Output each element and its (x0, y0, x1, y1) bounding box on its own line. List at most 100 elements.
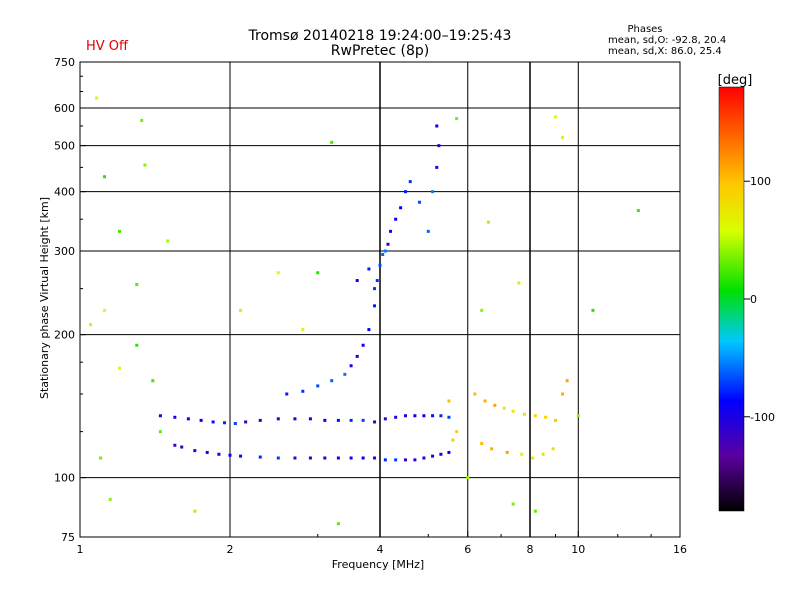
data-point (447, 415, 451, 419)
data-point (349, 418, 353, 422)
data-point (228, 453, 232, 457)
data-point (553, 115, 557, 119)
data-point (285, 392, 289, 396)
data-point (378, 263, 382, 267)
y-tick-label: 600 (54, 102, 75, 115)
data-point (486, 220, 490, 224)
data-point (399, 206, 403, 210)
data-point (166, 239, 170, 243)
data-point (355, 354, 359, 358)
data-point (373, 420, 377, 424)
data-point (431, 190, 435, 194)
data-point (439, 452, 443, 456)
data-point (293, 417, 297, 421)
data-point (323, 418, 327, 422)
data-point (336, 418, 340, 422)
x-tick-label: 8 (527, 543, 534, 556)
x-tick-label: 6 (464, 543, 471, 556)
data-point (591, 308, 595, 312)
data-point (323, 456, 327, 460)
data-point (89, 323, 93, 327)
y-tick-label: 200 (54, 329, 75, 342)
x-tick-label: 16 (673, 543, 687, 556)
data-point (437, 144, 441, 148)
data-point (349, 364, 353, 368)
x-tick-label: 4 (377, 543, 384, 556)
data-point (561, 136, 565, 140)
grid-lines (80, 62, 680, 537)
chart-subtitle: RwPretec (8p) (331, 43, 429, 59)
data-point (451, 438, 455, 442)
data-point (117, 366, 121, 370)
data-point (336, 456, 340, 460)
data-point (565, 379, 569, 383)
data-point (483, 399, 487, 403)
data-point (505, 450, 509, 454)
data-point (473, 392, 477, 396)
data-point (531, 456, 535, 460)
data-point (140, 118, 144, 122)
data-point (135, 343, 139, 347)
data-point (258, 418, 262, 422)
data-point (143, 163, 147, 167)
data-point (480, 308, 484, 312)
data-point (199, 418, 203, 422)
y-tick-label: 100 (54, 472, 75, 485)
data-point (383, 458, 387, 462)
data-point (381, 252, 385, 256)
data-point (439, 414, 443, 418)
y-tick-label: 400 (54, 186, 75, 199)
data-point (551, 447, 555, 451)
data-point (330, 379, 334, 383)
data-point (553, 418, 557, 422)
x-tick-label: 10 (571, 543, 585, 556)
data-point (316, 384, 320, 388)
data-point (493, 403, 497, 407)
stats-title: Phases (627, 24, 662, 35)
data-point (103, 175, 107, 179)
data-point (349, 456, 353, 460)
data-point (186, 417, 190, 421)
data-point (301, 389, 305, 393)
data-point (108, 497, 112, 501)
data-point (431, 414, 435, 418)
data-point (389, 229, 393, 233)
y-tick-label: 750 (54, 56, 75, 69)
data-point (520, 452, 524, 456)
colorbar-tick-label: 100 (750, 175, 771, 188)
data-point (373, 287, 377, 291)
chart-title: Tromsø 20140218 19:24:00–19:25:43 (248, 28, 512, 44)
data-point (426, 229, 430, 233)
data-point (541, 452, 545, 456)
y-axis-label: Stationary phase Virtual Height [km] (38, 197, 51, 399)
data-point (276, 271, 280, 275)
data-point (394, 458, 398, 462)
data-point (480, 442, 484, 446)
data-point (447, 399, 451, 403)
data-point (383, 249, 387, 253)
data-point (308, 417, 312, 421)
data-point (343, 372, 347, 376)
data-point (180, 445, 184, 449)
data-point (373, 304, 377, 308)
data-point (466, 476, 470, 480)
data-point (435, 124, 439, 128)
data-point (361, 418, 365, 422)
data-point (239, 454, 243, 458)
data-point (135, 283, 139, 287)
data-point (193, 449, 197, 453)
data-point (455, 430, 459, 434)
data-point (490, 447, 494, 451)
data-point (244, 420, 248, 424)
data-point (276, 456, 280, 460)
colorbar-ticks: 100 0 -100 (744, 175, 775, 424)
data-point (330, 140, 334, 144)
data-point (502, 406, 506, 410)
data-point (103, 308, 107, 312)
x-axis-label: Frequency [MHz] (332, 558, 424, 571)
data-point (211, 420, 215, 424)
data-point (336, 522, 340, 526)
data-point (636, 209, 640, 213)
data-point (99, 456, 103, 460)
